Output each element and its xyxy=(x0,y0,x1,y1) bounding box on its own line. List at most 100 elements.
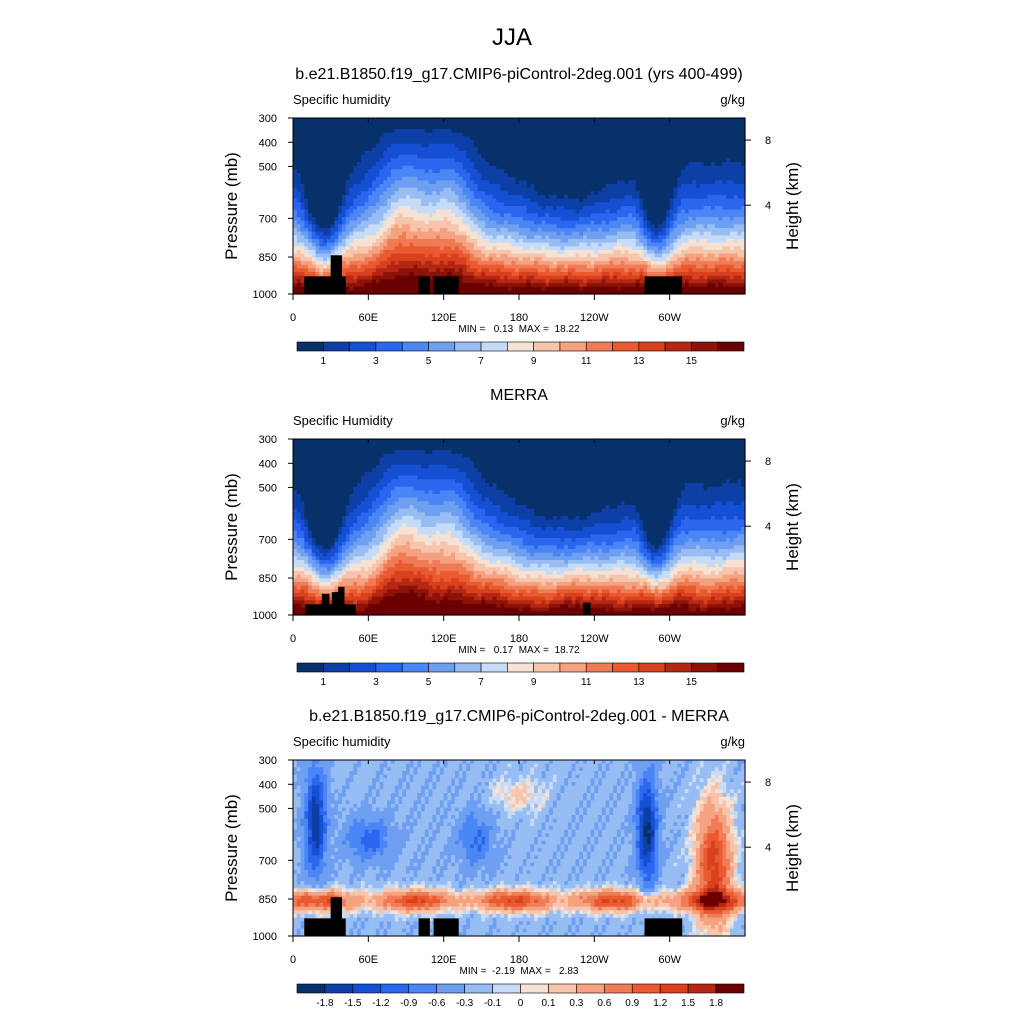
xtick-label: 0 xyxy=(290,954,296,966)
colorbar-swatch xyxy=(664,341,692,352)
colorbar-swatch xyxy=(324,983,354,994)
panel-1: b.e21.B1850.f19_g17.CMIP6-piControl-2deg… xyxy=(222,66,802,367)
colorbar-swatch xyxy=(576,983,605,994)
colorbar-swatch xyxy=(717,341,745,352)
colorbar-swatch xyxy=(631,983,661,994)
xtick-label: 180 xyxy=(510,954,528,966)
colorbar-swatch xyxy=(296,662,324,673)
colorbar-label: 13 xyxy=(633,677,645,688)
ytick-label: 300 xyxy=(259,755,277,767)
colorbar-swatch xyxy=(585,341,613,352)
variable-label: Specific Humidity xyxy=(293,413,393,428)
colorbar-label: 3 xyxy=(373,356,379,367)
colorbar-swatch xyxy=(436,983,465,994)
ytick-label: 1000 xyxy=(253,289,277,301)
xtick-label: 180 xyxy=(510,633,528,645)
xtick-label: 120E xyxy=(431,633,457,645)
colorbar-swatch xyxy=(604,983,633,994)
colorbar-label: 3 xyxy=(373,677,379,688)
colorbar-label: 9 xyxy=(531,356,537,367)
colorbar-swatch xyxy=(454,341,482,352)
ytick-label: 400 xyxy=(259,137,277,149)
colorbar-swatch xyxy=(559,341,587,352)
units-label: g/kg xyxy=(720,92,745,107)
colorbar-label: -0.6 xyxy=(428,998,446,1009)
colorbar-swatch xyxy=(428,662,456,673)
xtick-label: 60W xyxy=(658,312,681,324)
colorbar-swatch xyxy=(548,983,577,994)
colorbar-swatch xyxy=(408,983,437,994)
colorbar-label: 0.1 xyxy=(541,998,555,1009)
colorbar-swatch xyxy=(454,662,482,673)
colorbar-swatch xyxy=(715,983,745,994)
figure-title: JJA xyxy=(492,24,532,51)
colorbar-label: -0.1 xyxy=(484,998,502,1009)
units-label: g/kg xyxy=(720,413,745,428)
colorbar-swatch xyxy=(349,662,377,673)
xtick-label: 120W xyxy=(580,954,609,966)
y2tick-label: 8 xyxy=(765,456,771,468)
colorbar-label: 15 xyxy=(686,677,698,688)
colorbar-swatch xyxy=(687,983,717,994)
units-label: g/kg xyxy=(720,734,745,749)
colorbar-swatch xyxy=(464,983,493,994)
colorbar-swatch xyxy=(638,341,666,352)
colorbar-label: 0.3 xyxy=(569,998,583,1009)
contour-field xyxy=(293,760,746,937)
ylabel: Pressure (mb) xyxy=(222,473,241,581)
colorbar-label: 9 xyxy=(531,677,537,688)
colorbar-swatch xyxy=(401,341,429,352)
ytick-label: 1000 xyxy=(253,931,277,943)
xtick-label: 120E xyxy=(431,312,457,324)
colorbar-swatch xyxy=(349,341,377,352)
xtick-label: 60E xyxy=(359,633,379,645)
contour-field xyxy=(293,118,746,295)
colorbar-swatch xyxy=(322,662,350,673)
ytick-label: 300 xyxy=(259,434,277,446)
colorbar-label: 0 xyxy=(518,998,524,1009)
colorbar-label: -1.8 xyxy=(316,998,334,1009)
colorbar-label: 1.2 xyxy=(653,998,667,1009)
colorbar-swatch xyxy=(612,662,640,673)
colorbar-label: 7 xyxy=(478,677,484,688)
ytick-label: 850 xyxy=(259,252,277,264)
colorbar-swatch xyxy=(296,341,324,352)
colorbar-swatch xyxy=(638,662,666,673)
topography-mask xyxy=(304,255,683,294)
colorbar-label: 11 xyxy=(581,677,592,688)
xtick-label: 180 xyxy=(510,312,528,324)
colorbar-swatch xyxy=(480,662,508,673)
colorbar-swatch xyxy=(322,341,350,352)
panels: b.e21.B1850.f19_g17.CMIP6-piControl-2deg… xyxy=(222,66,802,1009)
colorbar-swatch xyxy=(559,662,587,673)
colorbar-label: 5 xyxy=(426,356,432,367)
panel-title: b.e21.B1850.f19_g17.CMIP6-piControl-2deg… xyxy=(309,708,729,725)
y2label: Height (km) xyxy=(783,162,802,250)
xtick-label: 120E xyxy=(431,954,457,966)
ytick-label: 850 xyxy=(259,894,277,906)
ytick-label: 300 xyxy=(259,113,277,125)
ytick-label: 400 xyxy=(259,779,277,791)
colorbar-label: 0.9 xyxy=(625,998,639,1009)
xtick-label: 60E xyxy=(359,954,379,966)
colorbar-swatch xyxy=(691,341,719,352)
variable-label: Specific humidity xyxy=(293,734,391,749)
colorbar-swatch xyxy=(352,983,382,994)
colorbar-swatch xyxy=(375,662,403,673)
min-max-stats: MIN = -2.19 MAX = 2.83 xyxy=(460,966,579,977)
colorbar: 1 3 5 7 9 11 13 15 xyxy=(296,341,745,367)
variable-label: Specific humidity xyxy=(293,92,391,107)
min-max-stats: MIN = 0.17 MAX = 18.72 xyxy=(458,645,580,656)
colorbar-label: 7 xyxy=(478,356,484,367)
colorbar: -1.8 -1.5 -1.2 -0.9 -0.6 -0.3 -0.1 0 0.1 0.3 0.6 0.… xyxy=(296,983,745,1009)
xtick-label: 0 xyxy=(290,312,296,324)
colorbar-label: 1.5 xyxy=(681,998,695,1009)
ylabel: Pressure (mb) xyxy=(222,794,241,902)
y2tick-label: 4 xyxy=(765,521,771,533)
colorbar-swatch xyxy=(533,341,561,352)
ytick-label: 1000 xyxy=(253,610,277,622)
ylabel: Pressure (mb) xyxy=(222,152,241,260)
colorbar-label: 1 xyxy=(321,677,327,688)
xtick-label: 60W xyxy=(658,633,681,645)
